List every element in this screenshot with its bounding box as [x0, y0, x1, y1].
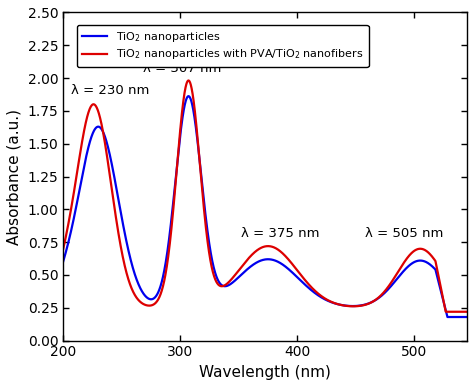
TiO$_2$ nanoparticles with PVA/TiO$_2$ nanofibers — [81, 130, 87, 135]
TiO$_2$ nanoparticles — [453, 315, 458, 319]
TiO$_2$ nanoparticles — [60, 259, 66, 264]
TiO$_2$ nanoparticles — [453, 315, 458, 319]
Y-axis label: Absorbance (a.u.): Absorbance (a.u.) — [7, 108, 22, 245]
TiO$_2$ nanoparticles with PVA/TiO$_2$ nanofibers — [379, 293, 384, 297]
Text: λ = 375 nm: λ = 375 nm — [241, 227, 319, 240]
Text: λ = 230 nm: λ = 230 nm — [71, 84, 150, 97]
TiO$_2$ nanoparticles — [257, 259, 263, 263]
TiO$_2$ nanoparticles with PVA/TiO$_2$ nanofibers — [443, 310, 449, 314]
TiO$_2$ nanoparticles — [81, 166, 87, 171]
TiO$_2$ nanoparticles with PVA/TiO$_2$ nanofibers — [185, 78, 191, 83]
Line: TiO$_2$ nanoparticles: TiO$_2$ nanoparticles — [63, 96, 467, 317]
TiO$_2$ nanoparticles — [379, 293, 384, 298]
Text: λ = 505 nm: λ = 505 nm — [365, 227, 444, 240]
TiO$_2$ nanoparticles with PVA/TiO$_2$ nanofibers — [60, 247, 66, 252]
Legend: TiO$_2$ nanoparticles, TiO$_2$ nanoparticles with PVA/TiO$_2$ nanofibers: TiO$_2$ nanoparticles, TiO$_2$ nanoparti… — [77, 24, 369, 67]
Line: TiO$_2$ nanoparticles with PVA/TiO$_2$ nanofibers: TiO$_2$ nanoparticles with PVA/TiO$_2$ n… — [63, 80, 467, 312]
TiO$_2$ nanoparticles with PVA/TiO$_2$ nanofibers — [453, 310, 458, 314]
TiO$_2$ nanoparticles — [445, 315, 450, 319]
Text: λ = 307 nm: λ = 307 nm — [143, 62, 221, 75]
TiO$_2$ nanoparticles with PVA/TiO$_2$ nanofibers — [257, 246, 263, 251]
TiO$_2$ nanoparticles with PVA/TiO$_2$ nanofibers — [453, 310, 458, 314]
TiO$_2$ nanoparticles — [246, 265, 252, 270]
X-axis label: Wavelength (nm): Wavelength (nm) — [199, 365, 331, 380]
TiO$_2$ nanoparticles with PVA/TiO$_2$ nanofibers — [246, 255, 252, 260]
TiO$_2$ nanoparticles — [186, 94, 191, 99]
TiO$_2$ nanoparticles — [464, 315, 470, 319]
TiO$_2$ nanoparticles with PVA/TiO$_2$ nanofibers — [464, 310, 470, 314]
